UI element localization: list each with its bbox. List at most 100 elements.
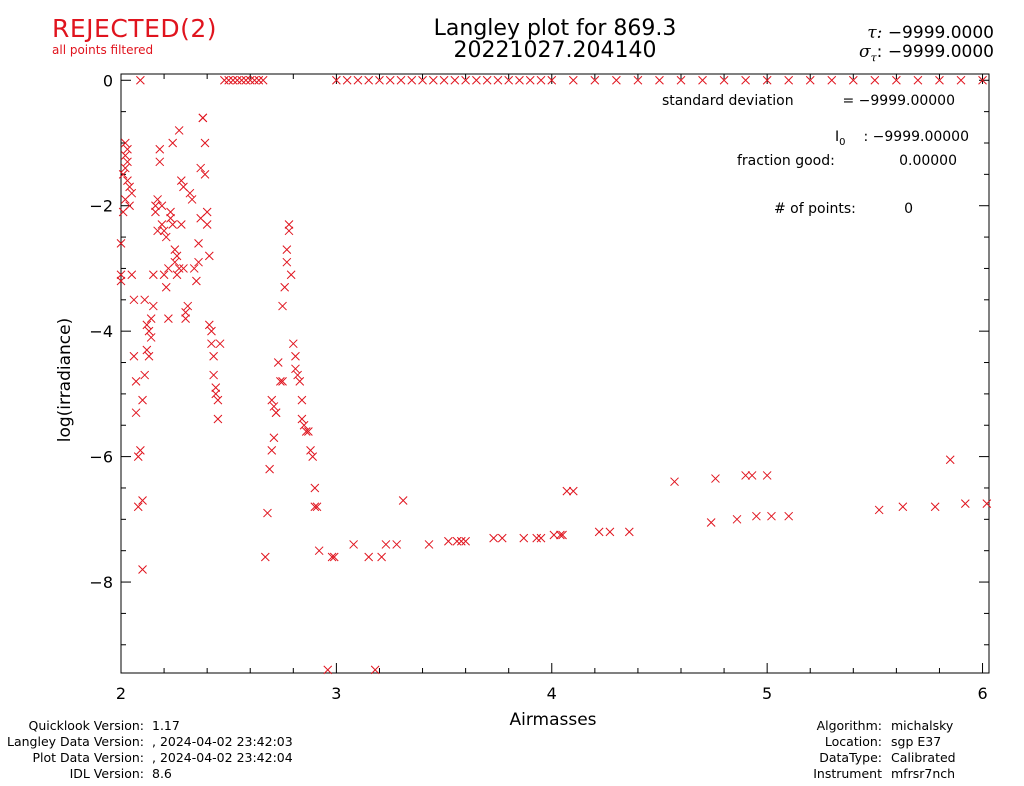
data-point [960, 499, 970, 509]
data-point [181, 314, 190, 323]
data-point [161, 232, 171, 242]
data-point [123, 157, 132, 167]
data-point [342, 75, 352, 85]
data-point [291, 364, 300, 374]
x-axis-label: Airmasses [509, 710, 596, 730]
sigma-value: −9999.0000 [887, 42, 994, 62]
data-point [267, 395, 277, 405]
data-point [198, 113, 208, 123]
footer-left-label: Langley Data Version: [6, 734, 144, 749]
data-point [590, 75, 600, 85]
data-point [168, 220, 178, 229]
plot-frame [120, 73, 990, 674]
data-point [370, 665, 380, 675]
data-point [732, 514, 742, 524]
data-point [142, 320, 152, 330]
data-point [297, 414, 307, 424]
data-point [120, 138, 130, 148]
data-point [549, 530, 559, 540]
data-point [364, 75, 374, 85]
x-tick-label: 4 [547, 684, 557, 703]
data-point [562, 486, 572, 496]
data-point [129, 295, 139, 305]
data-point [151, 201, 160, 211]
data-point [323, 665, 333, 675]
data-point [138, 395, 147, 405]
data-point [450, 75, 460, 85]
sigma-subscript: τ [870, 51, 877, 65]
data-point [118, 170, 128, 179]
fraction-good-label: fraction good: [737, 153, 835, 169]
i0-value: : −9999.00000 [863, 129, 969, 145]
data-point [519, 533, 529, 543]
data-point [930, 502, 940, 512]
data-point [138, 565, 147, 574]
data-point [161, 282, 171, 292]
data-point [892, 75, 901, 85]
data-point [166, 207, 175, 217]
data-point [138, 496, 147, 505]
data-point [179, 264, 188, 273]
data-point [116, 276, 126, 286]
data-point [144, 326, 154, 336]
data-point [207, 326, 216, 336]
tau-value: −9999.0000 [887, 23, 994, 43]
data-point [131, 376, 141, 386]
data-point [120, 163, 130, 173]
data-point [398, 496, 408, 505]
data-point [241, 75, 251, 85]
data-point [556, 530, 565, 540]
data-point [159, 270, 169, 280]
sigma-readout: στ: −9999.0000 [858, 42, 994, 65]
data-point [670, 477, 679, 487]
axis-ticks: 2 3 4 5 6 0 −2 −4 −6 −8 [89, 71, 989, 703]
data-point [284, 226, 294, 236]
data-point [194, 238, 203, 248]
data-point [148, 270, 158, 280]
data-point [200, 170, 210, 179]
data-point [956, 75, 966, 85]
data-point [228, 75, 238, 85]
y-tick-label: −2 [89, 197, 113, 216]
data-point [196, 163, 206, 173]
data-point [116, 270, 126, 280]
data-point [232, 75, 242, 85]
data-point [288, 339, 298, 349]
data-point [461, 75, 470, 85]
footer-right-value: Calibrated [891, 750, 956, 765]
data-point [428, 75, 438, 85]
data-point [424, 540, 434, 549]
data-point [213, 395, 223, 405]
data-point [140, 370, 150, 380]
data-point [202, 220, 212, 229]
status-label: REJECTED(2) [52, 14, 218, 43]
data-point [308, 452, 318, 461]
data-point [204, 320, 214, 330]
i0-label: I0 [835, 129, 846, 148]
footer-right-label: Location: [824, 734, 882, 749]
data-point [332, 75, 341, 85]
data-point [310, 483, 320, 493]
data-point [594, 527, 604, 537]
data-point [349, 540, 358, 549]
data-point [898, 502, 908, 512]
data-point [209, 351, 218, 361]
data-point [174, 126, 184, 135]
data-point [220, 75, 229, 85]
data-point [224, 75, 234, 85]
data-point [269, 433, 279, 443]
footer-right-value: mfrsr7nch [891, 766, 956, 781]
data-point [456, 536, 466, 546]
data-point [202, 207, 212, 217]
data-point [260, 552, 270, 562]
data-point [299, 420, 309, 430]
data-point [558, 530, 567, 540]
data-point [536, 75, 546, 85]
data-point [493, 75, 503, 85]
data-point [711, 474, 720, 483]
data-point [392, 540, 402, 549]
data-point [624, 527, 634, 537]
data-point [304, 427, 313, 436]
footer-left-value: , 2024-04-02 23:42:04 [152, 750, 293, 765]
data-point [146, 314, 156, 323]
